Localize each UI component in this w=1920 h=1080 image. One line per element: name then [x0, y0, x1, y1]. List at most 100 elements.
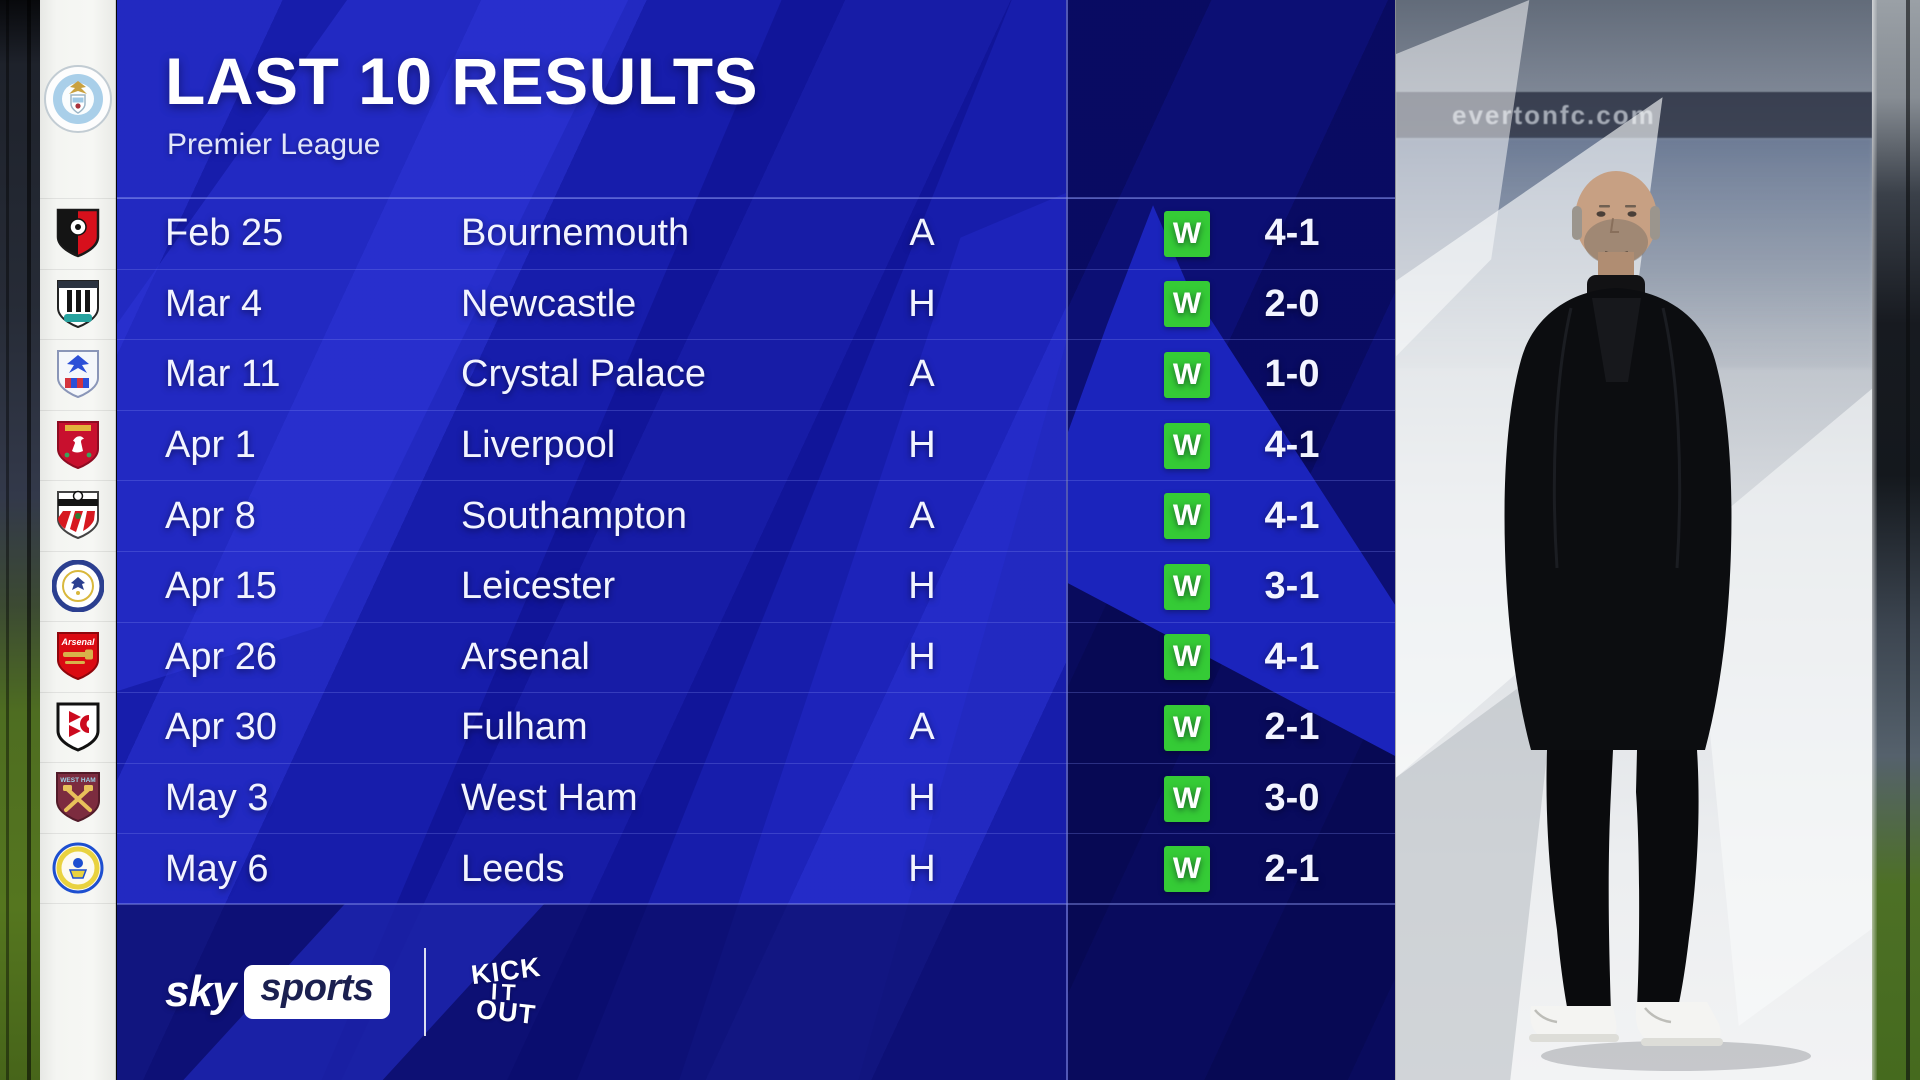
table-row: May 6 Leeds H W 2-1: [117, 833, 1395, 904]
result-badge-win: W: [1164, 351, 1210, 398]
result-badge-win: W: [1164, 775, 1210, 822]
result-badge-win: W: [1164, 281, 1210, 328]
table-row: Feb 25 Bournemouth A W 4-1: [117, 198, 1395, 269]
result-badge-win: W: [1164, 563, 1210, 610]
divider-line: [117, 197, 1395, 199]
crest-separator: [40, 339, 116, 340]
pep-guardiola-photo: [1504, 171, 1811, 1071]
crest-separator: [40, 762, 116, 763]
liverpool-badge-icon: [57, 421, 99, 470]
crest-fulham: [40, 699, 116, 755]
match-date: May 6: [165, 847, 269, 890]
venue-indicator: A: [909, 494, 935, 537]
venue-indicator: H: [908, 635, 936, 678]
match-score: 2-0: [1264, 282, 1320, 325]
score-column: [1066, 0, 1395, 1080]
crest-southampton: [40, 487, 116, 543]
west-ham-badge-icon: WEST HAM: [56, 772, 100, 823]
match-score: 4-1: [1264, 635, 1320, 678]
table-row: Apr 30 Fulham A W 2-1: [117, 692, 1395, 763]
result-badge-win: W: [1164, 634, 1210, 681]
match-score: 3-1: [1264, 565, 1320, 608]
crest-bournemouth: [40, 205, 116, 261]
stadium-edge-right: [1872, 0, 1920, 1080]
crest-crystal-palace: [40, 346, 116, 402]
crest-separator: [40, 692, 116, 693]
opponent-name: Southampton: [461, 494, 688, 537]
match-score: 3-0: [1264, 777, 1320, 820]
crest-arsenal: Arsenal: [40, 628, 116, 684]
crystal-palace-badge-icon: [57, 350, 99, 399]
table-row: Apr 26 Arsenal H W 4-1: [117, 621, 1395, 693]
table-row: Mar 4 Newcastle H W 2-0: [117, 268, 1395, 340]
crest-separator: [40, 621, 116, 622]
results-panel: LAST 10 RESULTS Premier League Feb 25 Bo…: [117, 0, 1395, 1080]
match-score: 4-1: [1264, 494, 1320, 537]
crest-separator: [40, 198, 116, 199]
sky-logo: sky: [165, 967, 236, 1016]
crest-separator: [40, 551, 116, 552]
crest-separator: [40, 903, 116, 904]
leicester-badge-icon: [52, 560, 104, 612]
crest-rail: [40, 0, 116, 1080]
table-row: Mar 11 Crystal Palace A W 1-0: [117, 339, 1395, 410]
opponent-name: Crystal Palace: [461, 353, 706, 396]
result-badge-win: W: [1164, 704, 1210, 751]
stadium-post: [27, 0, 31, 1080]
crest-liverpool: [40, 417, 116, 473]
opponent-name: Leeds: [461, 847, 565, 890]
result-badge-win: W: [1164, 493, 1210, 540]
match-date: Apr 30: [165, 706, 277, 749]
opponent-name: Bournemouth: [461, 212, 690, 255]
match-score: 2-1: [1264, 847, 1320, 890]
southampton-badge-icon: [57, 490, 99, 540]
arsenal-badge-icon: Arsenal: [57, 632, 99, 681]
footer-logos: sky sports KICK IT OUT: [165, 942, 556, 1042]
venue-indicator: H: [908, 565, 936, 608]
match-date: Apr 26: [165, 635, 277, 678]
venue-indicator: H: [908, 777, 936, 820]
opponent-name: Leicester: [461, 565, 616, 608]
result-badge-win: W: [1164, 846, 1210, 893]
venue-indicator: H: [908, 424, 936, 467]
glass-reflection: [1872, 0, 1877, 1080]
sky-sports-logo: sports: [244, 965, 390, 1019]
page-subtitle: Premier League: [167, 128, 381, 161]
result-badge-win: W: [1164, 210, 1210, 257]
crest-separator: [40, 833, 116, 834]
opponent-name: Arsenal: [461, 635, 590, 678]
table-row: Apr 15 Leicester H W 3-1: [117, 550, 1395, 622]
bournemouth-badge-icon: [56, 208, 100, 258]
venue-indicator: A: [909, 212, 935, 255]
venue-indicator: H: [908, 847, 936, 890]
venue-indicator: A: [909, 353, 935, 396]
crest-manchester-city: [40, 62, 116, 136]
table-row: Apr 1 Liverpool H W 4-1: [117, 409, 1395, 481]
match-date: Apr 15: [165, 565, 277, 608]
opponent-name: Liverpool: [461, 424, 616, 467]
page-title: LAST 10 RESULTS: [165, 44, 759, 118]
opponent-name: Fulham: [461, 706, 588, 749]
venue-indicator: H: [908, 282, 936, 325]
table-row: Apr 8 Southampton A W 4-1: [117, 480, 1395, 551]
results-table: Feb 25 Bournemouth A W 4-1 Mar 4 Newcast…: [117, 198, 1395, 904]
match-score: 2-1: [1264, 706, 1320, 749]
svg-text:WEST HAM: WEST HAM: [60, 777, 95, 784]
match-date: May 3: [165, 777, 269, 820]
logo-divider: [423, 948, 426, 1036]
crest-separator: [40, 410, 116, 411]
opponent-name: West Ham: [461, 777, 638, 820]
match-score: 4-1: [1264, 424, 1320, 467]
svg-text:Arsenal: Arsenal: [60, 637, 95, 647]
match-score: 1-0: [1264, 353, 1320, 396]
crest-leicester: [40, 558, 116, 614]
kick-it-out-logo: KICK IT OUT: [468, 952, 543, 1031]
crest-separator: [40, 480, 116, 481]
leeds-badge-icon: [52, 842, 104, 894]
divider-line: [117, 903, 1395, 905]
crest-west-ham: WEST HAM: [40, 769, 116, 825]
match-date: Apr 8: [165, 494, 256, 537]
crest-newcastle: [40, 276, 116, 332]
result-badge-win: W: [1164, 422, 1210, 469]
match-date: Mar 11: [165, 353, 281, 396]
